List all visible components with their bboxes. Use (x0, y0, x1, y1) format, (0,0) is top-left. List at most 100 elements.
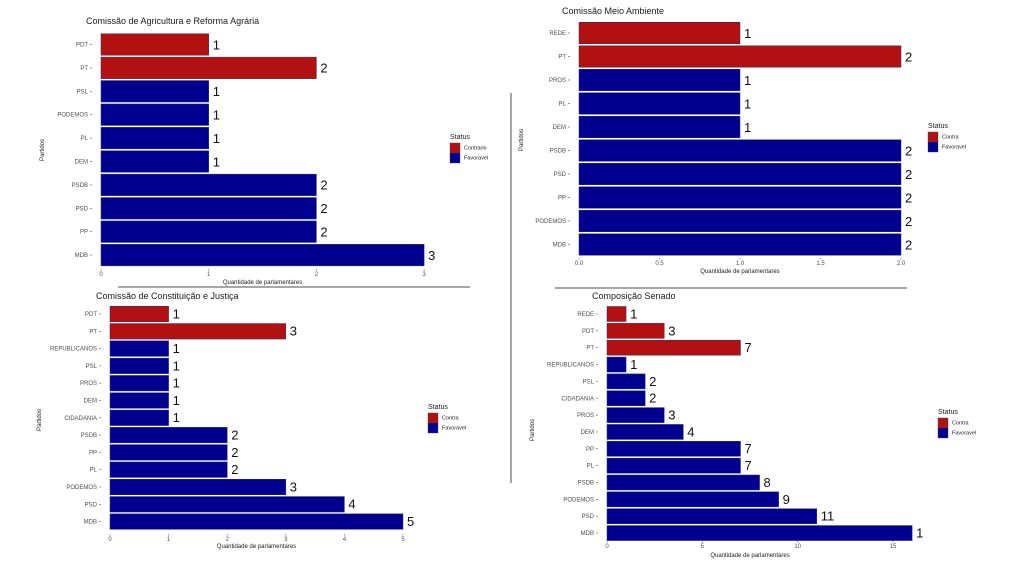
bar-psdb (109, 427, 228, 444)
bar-republicanos (606, 356, 627, 373)
x-tick-label: 2.0 (897, 261, 906, 267)
legend-swatch-contra (427, 412, 439, 424)
legend-swatch-favoravel (449, 152, 461, 164)
x-tick-label: 2 (315, 272, 319, 278)
legend-label: Contra (942, 135, 959, 141)
bar-cidadania (606, 390, 646, 406)
x-tick-label: 1.5 (816, 261, 825, 267)
x-tick-label: 0 (605, 544, 609, 550)
bar-pdt (109, 306, 169, 322)
bar-cidadania (109, 409, 169, 426)
y-tick-label: PL (81, 136, 89, 142)
bar-dem (578, 116, 741, 138)
bar-dem (606, 424, 684, 440)
bar-pl (109, 461, 228, 478)
bar-psd (109, 496, 345, 513)
value-label: 11 (821, 509, 835, 524)
bar-pt (109, 323, 287, 340)
y-tick-label: PP (558, 196, 566, 202)
legend-swatch-contra (937, 417, 949, 429)
y-tick-label: PL (559, 102, 567, 108)
value-label: 2 (320, 178, 327, 193)
legend-label: Contra (442, 416, 459, 422)
legend: Status Contra Favoravel (937, 409, 976, 439)
value-label: 2 (905, 143, 912, 158)
value-label: 3 (668, 408, 675, 423)
bar-pt (578, 45, 902, 68)
bar-podemos (606, 491, 779, 508)
y-tick-label: MDB (75, 253, 88, 259)
value-label: 4 (348, 497, 355, 512)
legend: Status Contra Favoravel (427, 404, 466, 434)
chart-panel-3: Comissão de Constituição e Justiça Partid… (37, 291, 466, 550)
y-tick-label: PROS (80, 381, 97, 387)
y-tick-label: PDT (85, 312, 97, 318)
value-label: 1 (173, 393, 180, 408)
y-tick-label: PDT (582, 329, 594, 335)
bar-pp (100, 220, 317, 243)
y-tick-label: PSL (86, 364, 98, 370)
value-label: 1 (173, 341, 180, 356)
value-label: 1 (173, 410, 180, 425)
y-axis-label: Partidos (530, 419, 536, 441)
legend-label: Contra (952, 421, 969, 427)
x-tick-label: 3 (422, 272, 426, 278)
value-label: 2 (320, 201, 327, 216)
chart-title: Comissão de Agricultura e Reforma Agrári… (86, 16, 259, 26)
bar-dem (109, 392, 169, 409)
y-tick-label: PSD (76, 206, 89, 212)
y-tick-label: PSDB (550, 149, 566, 155)
bar-pt (100, 56, 317, 79)
y-tick-label: PODEMOS (66, 485, 97, 491)
value-label: 1 (744, 26, 751, 41)
value-label: 1 (630, 357, 637, 372)
value-label: 2 (905, 167, 912, 182)
chart-panel-4: Composição Senado Partidos REDE 1 PDT 3 PT 7 REP… (530, 291, 976, 559)
bar-pros (109, 375, 169, 392)
y-tick-label: PT (89, 329, 97, 335)
value-label: 2 (649, 391, 656, 406)
value-label: 8 (764, 475, 771, 490)
bar-mdb (606, 525, 913, 541)
y-tick-label: PSD (582, 514, 595, 520)
value-label: 1 (213, 37, 220, 52)
value-label: 1 (744, 73, 751, 88)
y-tick-label: REDE (577, 312, 594, 318)
bar-pdt (100, 33, 209, 56)
bar-pl (606, 457, 741, 474)
legend: Status Contra Favoravel (927, 123, 966, 153)
value-label: 2 (231, 445, 238, 460)
x-tick-label: 0 (108, 537, 112, 543)
y-tick-label: PSD (554, 172, 567, 178)
x-tick-label: 1.0 (736, 261, 745, 267)
y-tick-label: PSD (85, 502, 98, 508)
bar-podemos (109, 479, 287, 495)
y-tick-label: PL (90, 468, 98, 474)
y-tick-label: PDT (76, 43, 88, 49)
bar-pl (578, 92, 741, 115)
y-tick-label: PP (89, 450, 97, 456)
value-label: 7 (744, 458, 751, 473)
value-label: 2 (905, 237, 912, 252)
bar-podemos (578, 210, 902, 232)
value-label: 2 (320, 225, 327, 240)
x-tick-label: 4 (343, 537, 347, 543)
value-label: 9 (783, 492, 790, 507)
y-tick-label: PODEMOS (563, 497, 594, 503)
value-label: 1 (213, 108, 220, 123)
bar-psd (100, 197, 317, 220)
x-axis-label: Quantidade de parlamentares (700, 269, 779, 275)
legend-title: Status (938, 409, 958, 416)
x-tick-label: 10 (794, 544, 801, 550)
bar-pp (606, 441, 741, 457)
value-label: 2 (905, 214, 912, 229)
legend-swatch-favoravel (927, 141, 939, 153)
x-tick-label: 0 (99, 272, 103, 278)
y-tick-label: PL (587, 464, 595, 470)
value-label: 2 (320, 61, 327, 76)
bar-mdb (109, 513, 404, 530)
x-axis-label: Quantidade de parlamentares (217, 544, 296, 550)
legend-title: Status (928, 123, 948, 130)
y-tick-label: PODEMOS (535, 219, 566, 225)
